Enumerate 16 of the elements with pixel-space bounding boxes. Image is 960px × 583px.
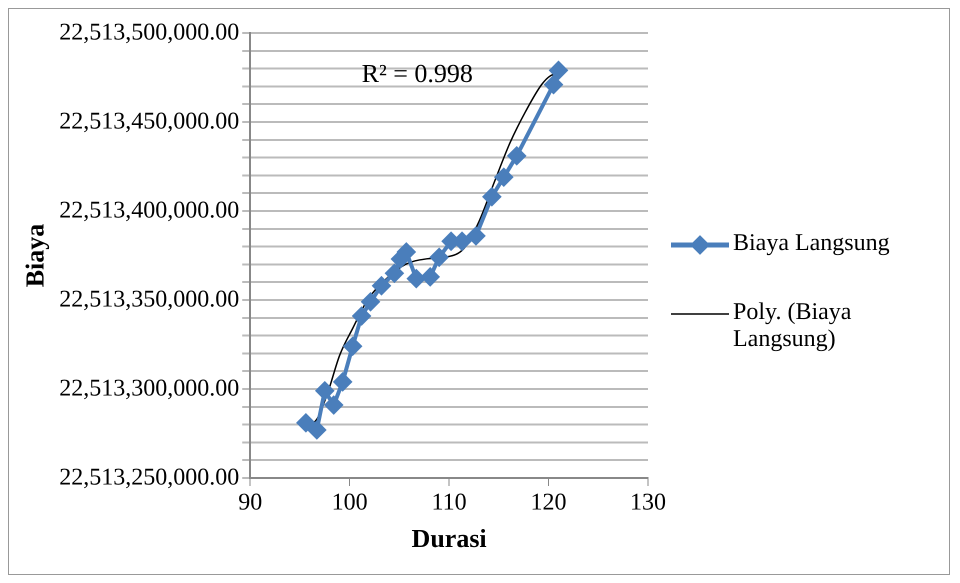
x-tick-label: 100 <box>332 490 368 516</box>
y-axis-title: Biaya <box>20 224 50 288</box>
y-tick-label: 22,513,500,000.00 <box>59 19 240 46</box>
legend-label: Poly. (Biaya Langsung) <box>733 299 852 353</box>
x-tick-label: 130 <box>630 490 666 516</box>
legend-label: Biaya Langsung <box>733 230 890 257</box>
x-axis-title: Durasi <box>412 524 487 554</box>
y-tick-label: 22,513,350,000.00 <box>59 286 240 312</box>
y-tick-label: 22,513,400,000.00 <box>59 197 240 224</box>
y-tick-label: 22,513,450,000.00 <box>59 108 240 134</box>
y-tick-label: 22,513,250,000.00 <box>59 464 240 490</box>
x-tick-label: 110 <box>432 490 467 516</box>
x-tick-label: 120 <box>530 490 567 516</box>
y-tick-label: 22,513,300,000.00 <box>59 375 240 402</box>
annotation: R² = 0.998 <box>362 58 473 88</box>
x-tick-label: 90 <box>238 490 262 516</box>
